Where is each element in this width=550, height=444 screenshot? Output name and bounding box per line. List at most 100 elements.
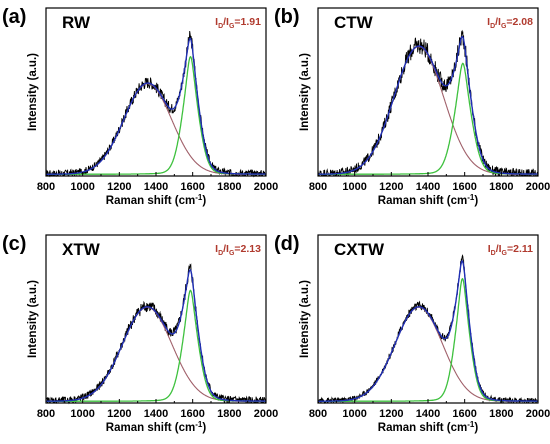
x-tick-label: 800 [309, 408, 327, 420]
g-band-fit-line [46, 289, 266, 402]
g-band-fit-line [318, 277, 538, 402]
cumulative-fit-line [318, 259, 538, 402]
x-tick-label: 1200 [107, 181, 131, 193]
cumulative-fit-line [46, 37, 267, 175]
x-axis-label-superscript: -1 [467, 193, 475, 202]
sample-name: XTW [62, 240, 101, 259]
y-axis-label: Intensity (a.u.) [299, 280, 311, 358]
panel-letter: (a) [2, 6, 26, 28]
panel-letter: (b) [274, 6, 300, 28]
ratio-prefix: I [215, 243, 218, 255]
x-tick-label: 1000 [70, 181, 94, 193]
y-axis-label: Intensity (a.u.) [27, 53, 39, 131]
id-ig-ratio-label: ID/IG=2.11 [488, 243, 533, 257]
ratio-prefix: I [488, 243, 491, 255]
x-tick-label: 1400 [416, 181, 440, 193]
x-axis-label-close: ) [202, 195, 206, 207]
ratio-g-subscript: G [501, 23, 507, 30]
ratio-value: =2.11 [507, 243, 533, 255]
plot-frame [317, 7, 539, 177]
x-axis-label: Raman shift (cm-1) [106, 420, 207, 434]
plot-frame [45, 234, 267, 404]
x-tick-label: 1600 [180, 408, 204, 420]
x-tick-label: 1800 [217, 408, 241, 420]
d-band-fit-line [318, 46, 538, 175]
panel-xtw: 800 1000 1200 1400 1600 1800 2000 Raman shift (… [2, 233, 278, 434]
id-ig-ratio-label: ID/IG=1.91 [215, 16, 261, 30]
x-tick-label: 1600 [452, 181, 476, 193]
x-tick-label: 1400 [144, 408, 168, 420]
ratio-slash: /I [223, 16, 229, 28]
cumulative-fit-line [46, 268, 266, 402]
x-axis-label-superscript: -1 [195, 420, 203, 429]
ratio-d-subscript: D [218, 23, 223, 30]
plot-frame [317, 234, 539, 404]
x-tick-label: 1200 [379, 181, 403, 193]
x-axis-label-close: ) [474, 195, 478, 207]
x-tick-label: 1400 [416, 408, 440, 420]
ratio-value: =2.13 [234, 243, 261, 255]
x-tick-label: 2000 [526, 181, 550, 193]
x-tick-label: 1200 [379, 408, 403, 420]
x-tick-label: 2000 [526, 408, 550, 420]
d-band-fit-line [318, 306, 538, 402]
ratio-value: =2.08 [506, 16, 533, 28]
panel-cxtw: 800 1000 1200 1400 1600 1800 2000 Raman shift (… [274, 233, 550, 434]
ratio-prefix: I [487, 16, 490, 28]
panel-ctw: 800 1000 1200 1400 1600 1800 2000 Raman shift (… [274, 6, 550, 207]
x-axis-label: Raman shift (cm-1) [106, 193, 207, 207]
x-tick-label: 1200 [107, 408, 131, 420]
ratio-d-subscript: D [490, 23, 495, 30]
id-ig-ratio-label: ID/IG=2.13 [215, 243, 261, 257]
ratio-g-subscript: G [502, 250, 508, 257]
x-tick-label: 2000 [254, 408, 278, 420]
x-axis-label-text: Raman shift (cm [106, 422, 195, 434]
x-axis-label: Raman shift (cm-1) [378, 420, 479, 434]
x-tick-label: 800 [37, 408, 55, 420]
panel-letter: (d) [274, 233, 300, 255]
sample-name: CTW [334, 13, 374, 32]
sample-name: RW [62, 13, 91, 32]
raw-spectrum-line [317, 254, 539, 405]
x-tick-label: 1800 [489, 181, 513, 193]
y-axis-label: Intensity (a.u.) [27, 280, 39, 358]
panel-letter: (c) [2, 233, 26, 255]
ratio-g-subscript: G [229, 23, 235, 30]
x-tick-label: 1000 [342, 181, 366, 193]
x-tick-label: 800 [37, 181, 55, 193]
ratio-slash: /I [223, 243, 229, 255]
x-tick-label: 1600 [180, 181, 204, 193]
x-tick-label: 1000 [70, 408, 94, 420]
ratio-prefix: I [215, 16, 218, 28]
x-tick-label: 800 [309, 181, 327, 193]
x-tick-label: 1800 [217, 181, 241, 193]
x-axis-label-superscript: -1 [467, 420, 475, 429]
d-band-fit-line [46, 83, 266, 175]
g-band-fit-line [318, 62, 538, 175]
x-tick-label: 1600 [452, 408, 476, 420]
x-tick-label: 2000 [254, 181, 278, 193]
x-axis-label-text: Raman shift (cm [378, 195, 467, 207]
x-axis-label-text: Raman shift (cm [106, 195, 195, 207]
x-axis-label-superscript: -1 [195, 193, 203, 202]
ratio-d-subscript: D [491, 250, 496, 257]
d-band-fit-line [46, 306, 266, 402]
id-ig-ratio-label: ID/IG=2.08 [487, 16, 533, 30]
sample-name: CXTW [334, 240, 385, 259]
x-axis-label: Raman shift (cm-1) [378, 193, 479, 207]
ratio-d-subscript: D [218, 250, 223, 257]
raw-spectrum-line [45, 30, 267, 178]
panel-rw: 800 1000 1200 1400 1600 1800 2000 Raman shift (… [2, 6, 278, 207]
x-axis-label-close: ) [202, 422, 206, 434]
raw-spectrum-line [45, 263, 267, 405]
ratio-value: =1.91 [234, 16, 261, 28]
g-band-fit-line [46, 55, 266, 175]
x-axis-label-text: Raman shift (cm [378, 422, 467, 434]
x-tick-label: 1000 [342, 408, 366, 420]
ratio-slash: /I [495, 16, 501, 28]
x-tick-label: 1400 [144, 181, 168, 193]
ratio-g-subscript: G [229, 250, 235, 257]
y-axis-label: Intensity (a.u.) [299, 53, 311, 131]
ratio-slash: /I [496, 243, 502, 255]
